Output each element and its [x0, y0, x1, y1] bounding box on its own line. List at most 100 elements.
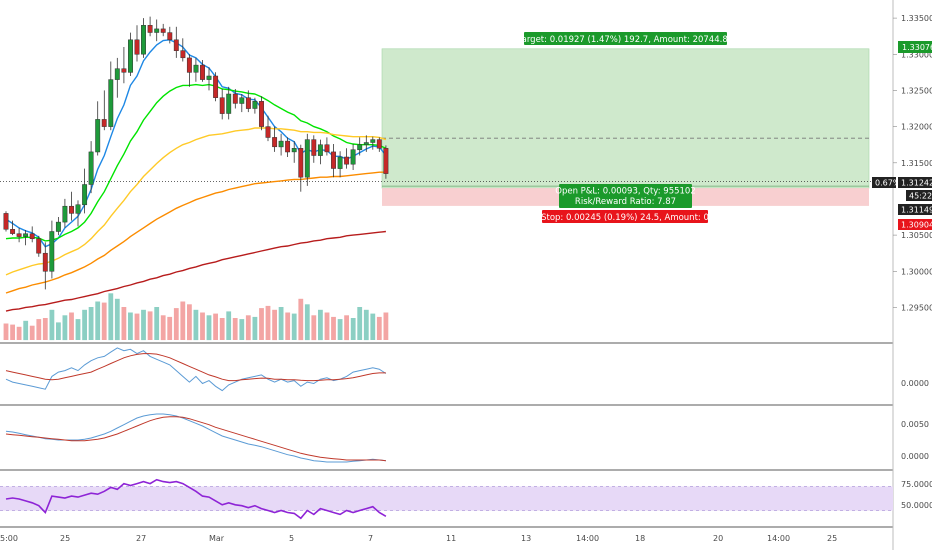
time-label: 7	[368, 534, 373, 543]
time-label: 11	[446, 534, 456, 543]
candle-body	[173, 39, 179, 51]
volume-bar	[134, 313, 140, 340]
volume-bar	[259, 308, 264, 340]
moving-average-line	[5, 230, 386, 312]
percent-badge	[872, 177, 896, 188]
candle-body	[101, 119, 107, 127]
time-axis[interactable]: 5:00 25 27 Mar 5 7 11 13 14:00 18 20 14:…	[0, 534, 837, 543]
volume-bar	[193, 309, 199, 341]
volume-bar	[363, 309, 369, 341]
macd-line	[5, 347, 387, 392]
volume-bar	[121, 307, 127, 340]
price-tick-label: 1.33000	[901, 50, 932, 59]
candle-body	[114, 68, 120, 80]
volume-bar	[344, 315, 349, 341]
stop-label-text: Stop: 0.00245 (0.19%) 24.5, Amount: 0	[541, 213, 709, 223]
candle-body	[186, 57, 192, 73]
volume-bar	[160, 315, 166, 341]
candle-body	[23, 233, 29, 237]
volume-bar	[141, 309, 146, 341]
candle-body	[147, 25, 153, 33]
time-label: 13	[521, 534, 531, 543]
candle-body	[121, 68, 127, 73]
stop-label: Stop: 0.00245 (0.19%) 24.5, Amount: 0	[541, 210, 709, 223]
volume-bar	[128, 312, 133, 340]
candle-body	[304, 139, 310, 178]
price-tick-label: 1.33500	[901, 14, 932, 23]
candle-body	[265, 126, 271, 138]
candle-body	[3, 213, 9, 230]
volume-bar	[291, 313, 297, 340]
volume-bar	[36, 319, 42, 340]
macd-signal-line	[5, 353, 386, 382]
current-price-badge	[898, 177, 932, 188]
candle-body	[324, 144, 330, 153]
volume-bar	[252, 316, 258, 340]
candle-body	[376, 139, 382, 149]
target-zone[interactable]	[381, 48, 870, 189]
volume-bar	[3, 323, 9, 340]
macd-tick: 0.0000	[901, 379, 929, 388]
candle-body	[36, 238, 42, 254]
volume-bar	[88, 307, 94, 340]
volume-bar	[16, 326, 22, 340]
candle-body	[29, 233, 35, 240]
volume-bar	[42, 318, 48, 340]
volume-bar	[29, 325, 35, 340]
candle-body	[298, 148, 304, 178]
candle-body	[128, 39, 133, 73]
candle-body	[344, 156, 350, 165]
moving-average-line	[5, 127, 387, 276]
target-label-text: Target: 0.01927 (1.47%) 192.7, Amount: 2…	[517, 35, 733, 45]
candle-body	[75, 204, 81, 214]
candle-body	[245, 97, 251, 109]
indicators	[0, 347, 893, 520]
candle-body	[337, 156, 343, 169]
candle-body	[62, 205, 68, 223]
candle-body	[154, 28, 160, 33]
candle-body	[363, 142, 369, 145]
candle-body	[350, 149, 356, 165]
moving-average-line	[5, 171, 386, 294]
stop-label-box	[542, 210, 708, 223]
time-label: 5:00	[0, 534, 18, 543]
candle-body	[213, 75, 219, 98]
candle-body	[160, 28, 166, 33]
candle-body	[180, 50, 186, 59]
candle-body	[134, 39, 140, 55]
volume-bar	[95, 301, 101, 340]
volume-bar	[213, 313, 218, 340]
volume-bar	[114, 298, 120, 341]
candle-body	[49, 231, 55, 272]
time-label: 18	[635, 534, 645, 543]
volume-bar	[173, 308, 179, 340]
volume-bar	[108, 293, 114, 341]
time-label: Mar	[209, 534, 225, 543]
long-position-tool[interactable]	[381, 48, 870, 206]
candle-body	[370, 139, 376, 143]
open-pl-label: Open P&L: 0.00093, Qty: 955102 Risk/Rewa…	[555, 184, 696, 208]
candle-body	[291, 148, 297, 153]
volume-bar	[62, 315, 68, 341]
entry-price-badge	[898, 204, 932, 215]
volume-bar	[311, 315, 317, 341]
candle-body	[95, 119, 101, 153]
price-axis[interactable]: 1.33500 1.33000 1.32500 1.32000 1.31500 1.305…	[893, 14, 932, 312]
candle-body	[10, 229, 16, 234]
volume-bar	[298, 298, 304, 341]
volume-bar	[318, 309, 323, 341]
stop-price-badge-text: 1.30904	[901, 221, 932, 230]
target-label: Target: 0.01927 (1.47%) 192.7, Amount: 2…	[517, 32, 733, 45]
candle-body	[206, 75, 212, 80]
stop-price-badge	[898, 219, 932, 230]
candle-body	[317, 144, 323, 156]
candle-body	[88, 151, 94, 185]
candle-body	[55, 221, 61, 232]
countdown-badge-text: 45:22	[909, 192, 932, 201]
candle-body	[331, 151, 336, 169]
osc2-signal-line	[5, 416, 386, 462]
price-badges: 1.33076 0.67% 1.31242 45:22 1.31149 1.30…	[872, 41, 932, 230]
candle-body	[69, 205, 74, 214]
